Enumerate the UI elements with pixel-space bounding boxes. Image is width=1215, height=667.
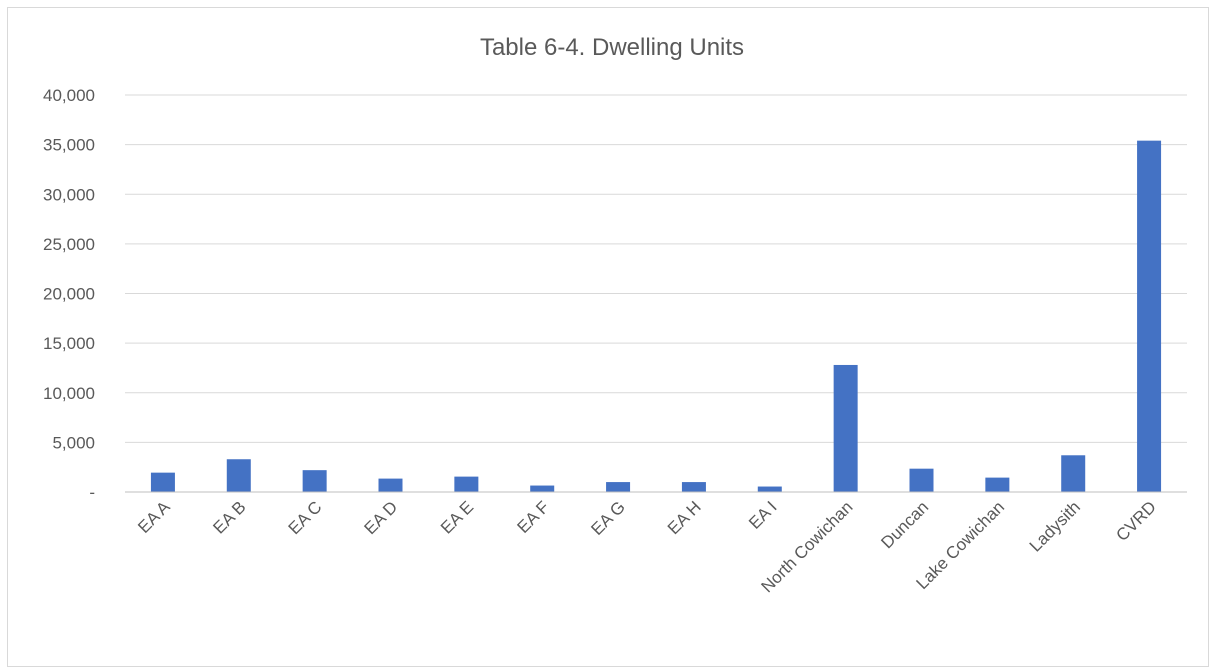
y-axis-tick-labels: - 5,000 10,000 15,000 20,000 25,000 30,000 35,0… [43,86,95,502]
x-tick-label: Ladysith [1026,497,1084,555]
bar [909,468,934,492]
x-tick-label: EA A [134,497,174,537]
bar [757,486,782,492]
x-tick-label: Duncan [877,497,932,552]
chart-frame [7,7,1209,667]
y-tick-label: 5,000 [52,433,95,452]
x-tick-label: EA C [285,497,326,538]
y-tick-label: 30,000 [43,185,95,204]
bar [226,459,251,492]
bar [681,482,706,492]
y-tick-label: - [89,483,95,502]
bar [1137,140,1162,492]
gridlines [125,94,1187,443]
x-tick-label: EA F [514,497,553,536]
bars [150,140,1162,492]
bar [606,482,631,492]
chart-title: Table 6-4. Dwelling Units [480,34,744,61]
y-tick-label: 15,000 [43,334,95,353]
x-tick-label: EA B [209,497,249,537]
bar-chart: Table 6-4. Dwelling Units - 5,000 10,000 15… [43,34,1187,596]
x-tick-label: EA E [437,497,477,537]
bar [833,364,858,492]
bar [530,485,555,492]
bar [302,470,327,492]
y-tick-label: 20,000 [43,285,95,304]
y-tick-label: 25,000 [43,235,95,254]
bar [985,477,1010,492]
x-tick-label: EA I [745,497,780,532]
bar [454,476,479,492]
x-tick-label: CVRD [1112,497,1159,544]
x-tick-label: EA D [360,497,401,538]
bar [378,478,403,492]
x-axis-tick-labels: EA A EA B EA C EA D EA E EA F EA G EA H EA INort… [134,497,1160,596]
bar [1061,455,1086,492]
bar [150,472,175,492]
y-tick-label: 40,000 [43,86,95,105]
x-tick-label: EA H [664,497,705,538]
x-tick-label: EA G [587,497,628,538]
y-tick-label: 10,000 [43,384,95,403]
y-tick-label: 35,000 [43,136,95,155]
